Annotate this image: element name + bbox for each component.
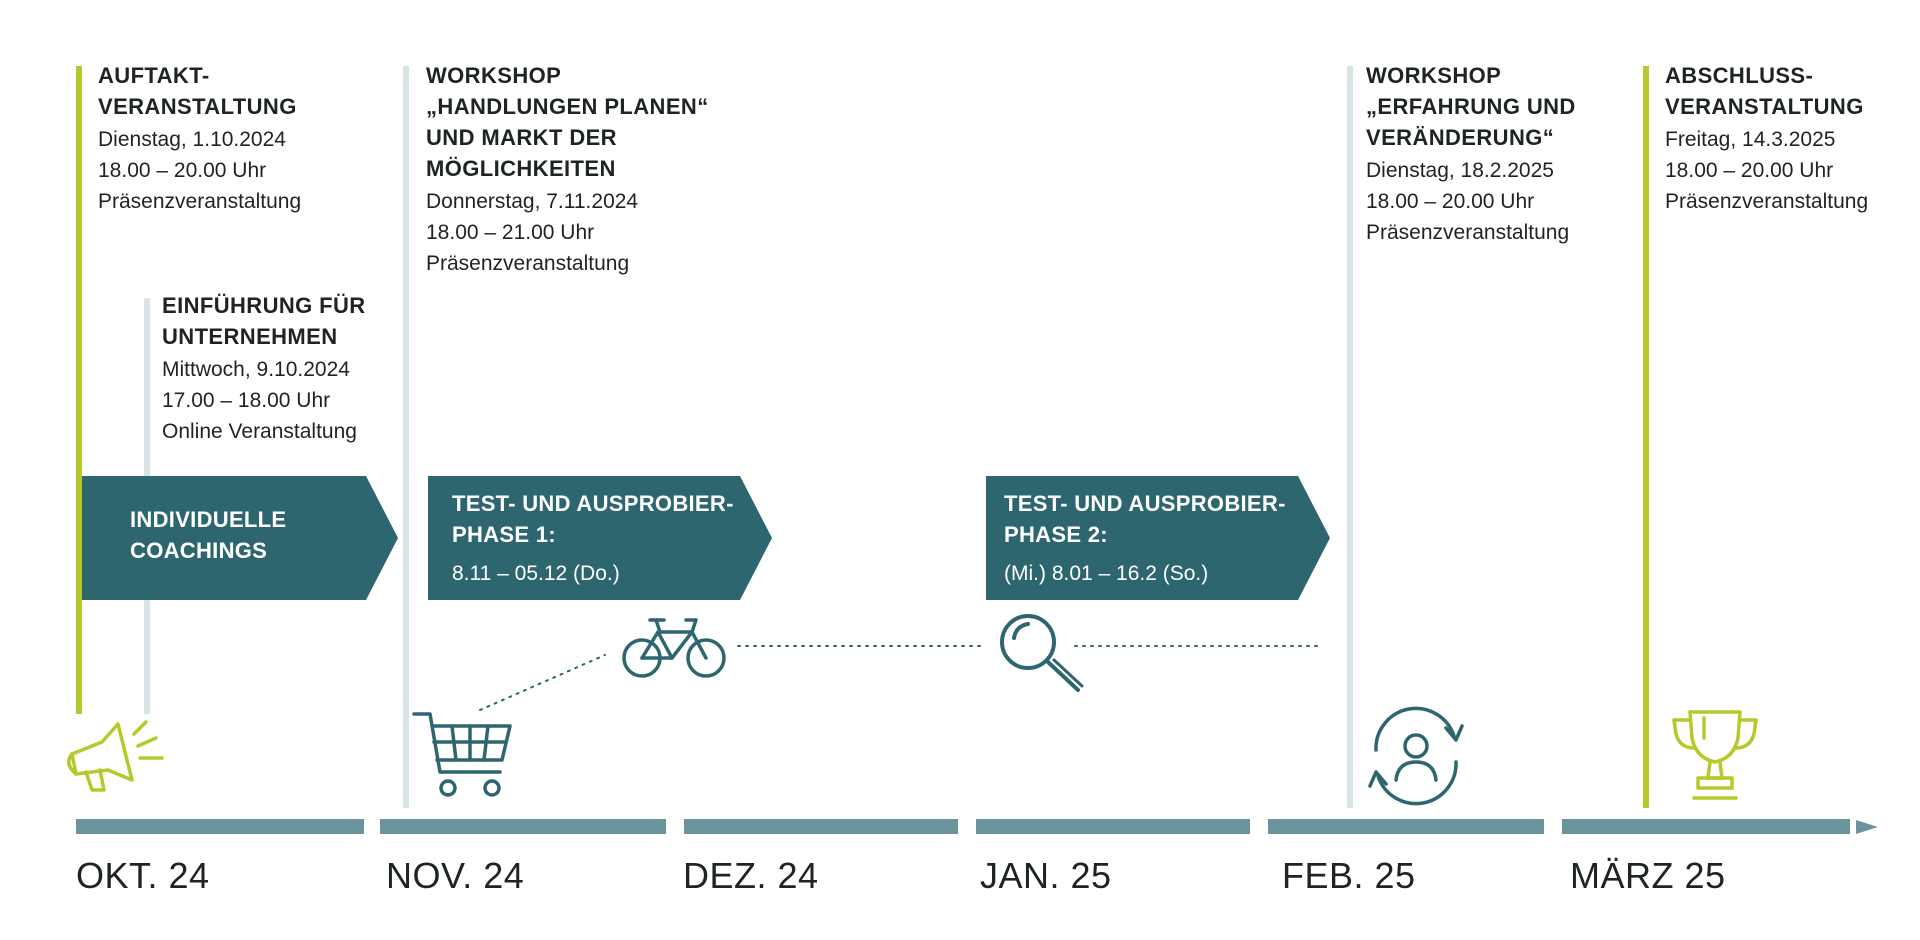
trophy-icon (1672, 710, 1758, 800)
event-date: Dienstag, 18.2.2025 (1366, 159, 1554, 182)
marker-line-abschluss (1643, 66, 1649, 808)
event-auftakt: AUFTAKT- VERANSTALTUNG Dienstag, 1.10.20… (98, 60, 301, 217)
axis-segment-feb (1268, 819, 1544, 834)
marker-line-workshop-2 (1347, 66, 1353, 808)
bicycle-icon (622, 618, 726, 678)
event-workshop-handlungen: WORKSHOP „HANDLUNGEN PLANEN“ UND MARKT D… (426, 60, 709, 279)
phase-content: INDIVIDUELLE COACHINGS (130, 504, 286, 566)
event-title: WORKSHOP „HANDLUNGEN PLANEN“ UND MARKT D… (426, 63, 709, 181)
event-date: Freitag, 14.3.2025 (1665, 128, 1836, 151)
marker-line-auftakt (76, 66, 82, 714)
event-mode: Präsenzveranstaltung (1665, 190, 1869, 213)
event-workshop-erfahrung: WORKSHOP „ERFAHRUNG UND VERÄNDERUNG“ Die… (1366, 60, 1576, 248)
event-title: AUFTAKT- VERANSTALTUNG (98, 63, 297, 119)
shopping-cart-icon (412, 712, 512, 797)
phase-title: TEST- UND AUSPROBIER- PHASE 2: (1004, 491, 1286, 547)
month-label: DEZ. 24 (683, 855, 819, 896)
phase-content: TEST- UND AUSPROBIER- PHASE 1: 8.11 – 05… (452, 488, 734, 589)
phase-test-2: TEST- UND AUSPROBIER- PHASE 2: (Mi.) 8.0… (986, 476, 1330, 600)
event-abschluss: ABSCHLUSS- VERANSTALTUNG Freitag, 14.3.2… (1665, 60, 1868, 217)
event-date: Donnerstag, 7.11.2024 (426, 190, 639, 213)
phase-dates: (Mi.) 8.01 – 16.2 (So.) (1004, 562, 1209, 585)
event-time: 17.00 – 18.00 Uhr (162, 389, 331, 412)
axis-segment-dez (684, 819, 958, 834)
event-title: ABSCHLUSS- VERANSTALTUNG (1665, 63, 1864, 119)
magnifier-icon (1000, 614, 1084, 692)
month-label: JAN. 25 (980, 855, 1112, 896)
marker-line-workshop-1 (403, 66, 409, 808)
phase-test-1: TEST- UND AUSPROBIER- PHASE 1: 8.11 – 05… (428, 476, 772, 600)
event-mode: Präsenzveranstaltung (98, 190, 302, 213)
event-time: 18.00 – 21.00 Uhr (426, 221, 595, 244)
phase-coachings: INDIVIDUELLE COACHINGS (82, 476, 398, 600)
month-label: OKT. 24 (76, 855, 210, 896)
phase-dates: 8.11 – 05.12 (Do.) (452, 562, 620, 585)
event-date: Dienstag, 1.10.2024 (98, 128, 286, 151)
axis-segment-jan (976, 819, 1250, 834)
month-label: FEB. 25 (1282, 855, 1416, 896)
megaphone-icon (67, 720, 164, 792)
axis-segment-nov (380, 819, 666, 834)
event-einfuehrung: EINFÜHRUNG FÜR UNTERNEHMEN Mittwoch, 9.1… (162, 290, 366, 447)
axis-segment-okt (76, 819, 364, 834)
event-time: 18.00 – 20.00 Uhr (98, 159, 267, 182)
axis-segment-maerz (1562, 819, 1850, 834)
event-title: WORKSHOP „ERFAHRUNG UND VERÄNDERUNG“ (1366, 63, 1576, 150)
person-cycle-icon (1368, 706, 1464, 806)
axis-arrow-head (1856, 820, 1878, 834)
phase-title: INDIVIDUELLE COACHINGS (130, 507, 287, 563)
month-label: NOV. 24 (386, 855, 525, 896)
month-label: MÄRZ 25 (1570, 855, 1726, 896)
event-title: EINFÜHRUNG FÜR UNTERNEHMEN (162, 293, 366, 349)
phase-content: TEST- UND AUSPROBIER- PHASE 2: (Mi.) 8.0… (1004, 488, 1286, 589)
event-date: Mittwoch, 9.10.2024 (162, 358, 350, 381)
phase-title: TEST- UND AUSPROBIER- PHASE 1: (452, 491, 734, 547)
event-mode: Online Veranstaltung (162, 420, 357, 443)
event-time: 18.00 – 20.00 Uhr (1665, 159, 1834, 182)
event-time: 18.00 – 20.00 Uhr (1366, 190, 1535, 213)
event-mode: Präsenzveranstaltung (426, 252, 630, 275)
event-mode: Präsenzveranstaltung (1366, 221, 1570, 244)
